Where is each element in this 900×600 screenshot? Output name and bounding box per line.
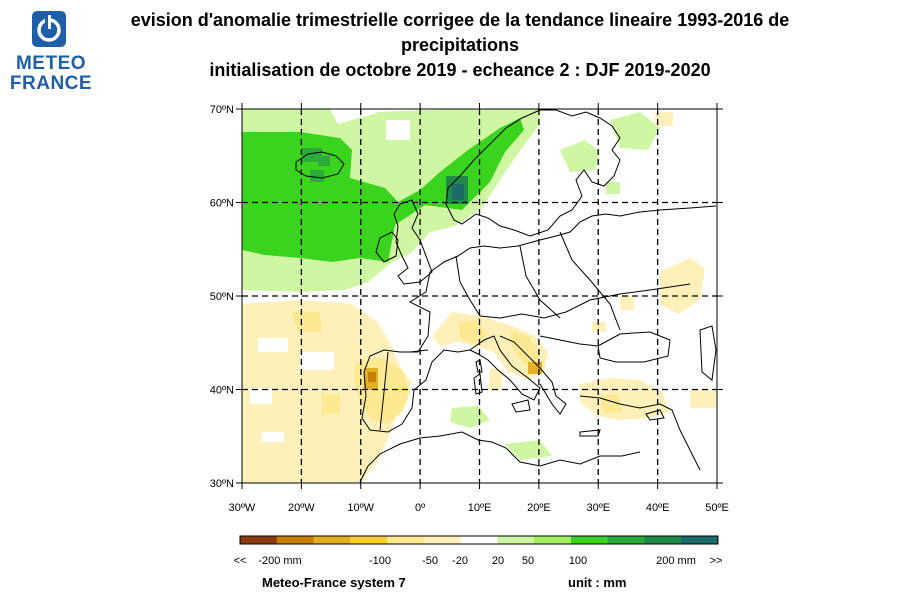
map-graticule — [242, 109, 717, 483]
map-title-line-3: initialisation de octobre 2019 - echeanc… — [209, 60, 711, 80]
lon-label: 30ºE — [586, 502, 610, 514]
unit-label: unit : mm — [568, 575, 627, 590]
lat-label: 60ºN — [210, 198, 234, 210]
colorbar-label: >> — [710, 555, 723, 567]
logo-word-france: FRANCE — [9, 73, 93, 94]
colorbar-swatch — [387, 536, 425, 544]
colorbar-swatch — [644, 536, 682, 544]
model-label: Meteo-France system 7 — [262, 575, 406, 590]
colorbar-label: 20 — [492, 555, 504, 567]
lat-label: 50ºN — [210, 291, 234, 303]
lat-label: 70ºN — [210, 104, 234, 116]
colorbar-swatch — [240, 536, 278, 544]
colorbar-label: -50 — [422, 555, 438, 567]
lon-label: 50ºE — [705, 502, 729, 514]
precipitation-anomaly-shading — [242, 109, 716, 483]
logo-word-meteo: METEO — [15, 53, 87, 74]
meteo-france-logo-icon — [32, 11, 66, 47]
colorbar-swatch — [350, 536, 388, 544]
colorbar-swatch — [497, 536, 535, 544]
colorbar-swatch — [460, 536, 498, 544]
colorbar-label: 100 — [569, 555, 587, 567]
colorbar-swatch — [423, 536, 461, 544]
colorbar-label: -100 — [369, 555, 391, 567]
lon-label: 0º — [415, 502, 425, 514]
colorbar-label: << — [234, 555, 247, 567]
colorbar-label: 200 mm — [656, 555, 696, 567]
lon-label: 20ºW — [288, 502, 315, 514]
lon-label: 10ºW — [347, 502, 374, 514]
colorbar-label: -20 — [452, 555, 468, 567]
colorbar-frame — [239, 535, 719, 545]
lon-label: 40ºE — [646, 502, 670, 514]
lon-label: 20ºE — [527, 502, 551, 514]
colorbar-labels: << -200 mm -100 -50 -20 20 50 100 200 mm… — [234, 555, 723, 567]
lon-label: 30ºW — [229, 502, 256, 514]
coastlines-and-borders — [295, 109, 717, 483]
lon-label: 10ºE — [468, 502, 492, 514]
colorbar-swatch — [681, 536, 719, 544]
colorbar-label: -200 mm — [258, 555, 301, 567]
colorbar-swatch — [570, 536, 608, 544]
longitude-labels: 30ºW 20ºW 10ºW 0º 10ºE 20ºE 30ºE 40ºE 50… — [229, 502, 729, 514]
colorbar-swatch — [534, 536, 572, 544]
colorbar — [239, 535, 719, 545]
axis-ticks — [236, 103, 723, 489]
colorbar-label: 50 — [522, 555, 534, 567]
latitude-labels: 30ºN 40ºN 50ºN 60ºN 70ºN — [210, 104, 234, 490]
map-title-line-2: precipitations — [400, 35, 520, 55]
colorbar-swatch — [607, 536, 645, 544]
colorbar-swatch — [276, 536, 314, 544]
lat-label: 30ºN — [210, 478, 234, 490]
map-title-line-1: evision d'anomalie trimestrielle corrige… — [130, 10, 790, 30]
lat-label: 40ºN — [210, 385, 234, 397]
meteo-france-logo: METEO FRANCE — [6, 8, 92, 93]
colorbar-swatch — [313, 536, 351, 544]
